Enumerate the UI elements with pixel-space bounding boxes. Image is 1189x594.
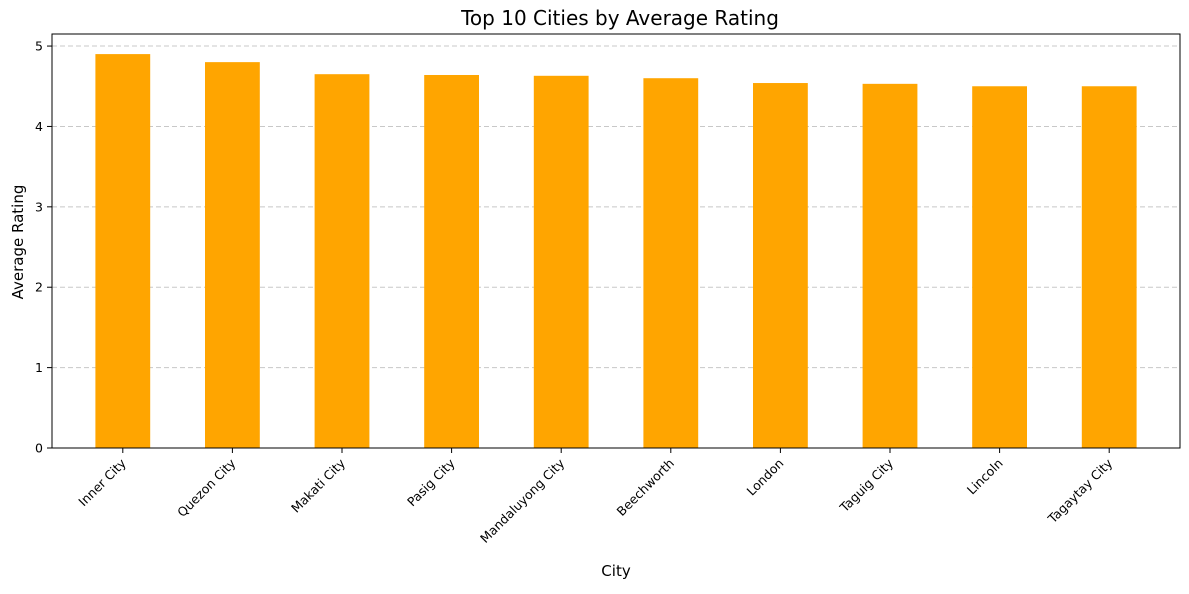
- bar: [1081, 86, 1137, 448]
- x-tick-label: Makati City: [288, 455, 349, 516]
- plot-frame: [51, 33, 1181, 449]
- y-tick-label: 1: [35, 360, 43, 375]
- bar: [205, 62, 260, 448]
- x-tick-label: Lincoln: [964, 456, 1006, 498]
- x-tick-label: London: [744, 456, 787, 499]
- x-axis-ticks: Inner City Quezon City Makati City Pasig Ci…: [75, 448, 1116, 546]
- y-tick-label: 2: [35, 280, 43, 295]
- bars: [95, 54, 1137, 449]
- bar: [533, 75, 589, 448]
- chart-title: Top 10 Cities by Average Rating: [460, 6, 779, 30]
- x-tick-label: Pasig City: [404, 455, 458, 509]
- x-tick-label: Beechworth: [614, 456, 677, 519]
- bar: [643, 78, 699, 448]
- bar: [862, 83, 918, 449]
- x-tick-label: Inner City: [75, 455, 129, 509]
- bar: [95, 54, 151, 449]
- x-tick-label: Mandaluyong City: [477, 455, 568, 546]
- y-tick-label: 0: [35, 441, 43, 456]
- bar: [753, 83, 808, 448]
- y-axis-ticks: 0 1 2 3 4 5: [35, 39, 52, 456]
- y-tick-label: 5: [35, 39, 43, 54]
- bar: [314, 74, 370, 448]
- y-tick-label: 3: [35, 199, 43, 214]
- x-tick-label: Tagaytay City: [1044, 455, 1116, 527]
- axes: [51, 33, 1181, 449]
- x-axis-label: City: [601, 562, 631, 580]
- y-axis-label: Average Rating: [9, 185, 27, 300]
- x-tick-label: Taguig City: [836, 455, 897, 516]
- bar: [972, 86, 1027, 448]
- x-tick-label: Quezon City: [174, 455, 239, 520]
- bar: [424, 74, 479, 449]
- y-tick-label: 4: [35, 119, 43, 134]
